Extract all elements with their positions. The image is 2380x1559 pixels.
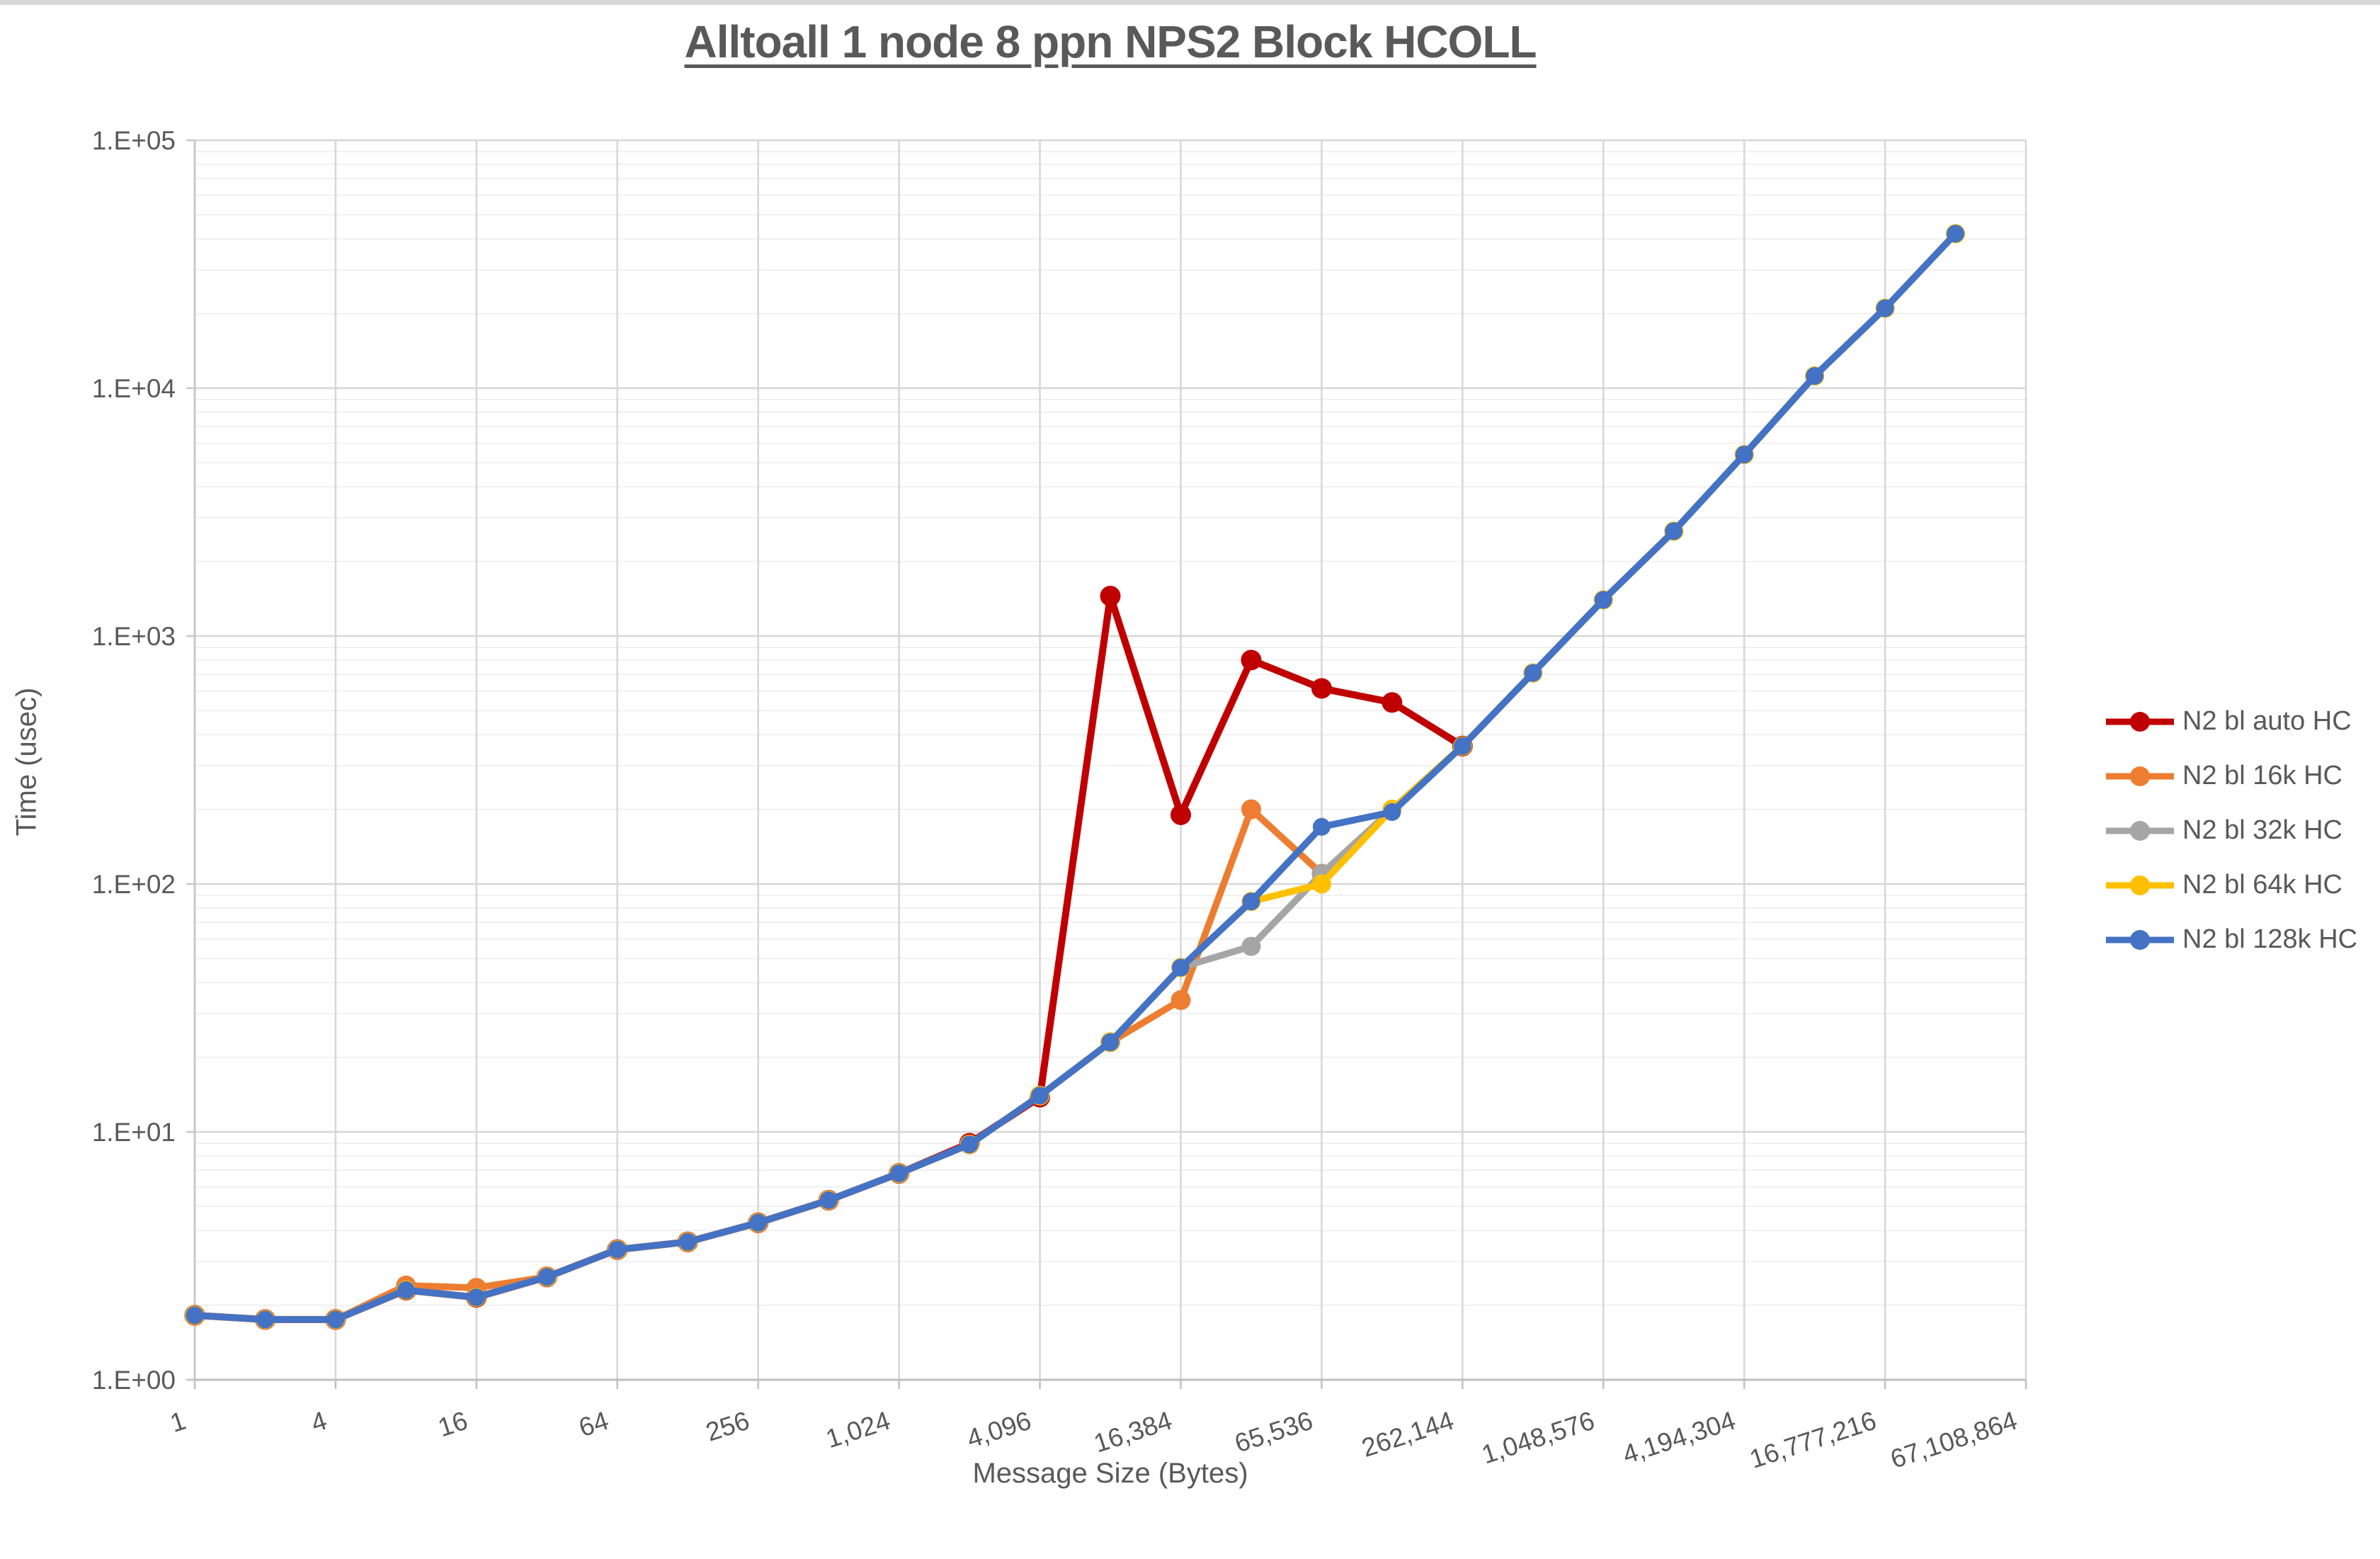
axes	[186, 139, 2027, 1389]
x-tick-label: 65,536	[1231, 1406, 1316, 1458]
x-axis-title: Message Size (Bytes)	[972, 1458, 1248, 1489]
x-tick-label: 1,024	[822, 1406, 894, 1454]
data-point	[678, 1232, 697, 1251]
x-tick-label: 262,144	[1358, 1406, 1457, 1463]
legend-dot	[2130, 711, 2150, 732]
data-point	[1171, 990, 1191, 1010]
data-point	[467, 1288, 486, 1307]
x-tick-label: 64	[575, 1406, 612, 1443]
x-tick-label: 1,048,576	[1478, 1406, 1598, 1470]
legend-dot	[2130, 766, 2150, 786]
y-tick-label: 1.E+02	[92, 870, 176, 899]
data-point	[608, 1240, 627, 1259]
data-point	[1312, 817, 1331, 836]
data-point	[1947, 225, 1964, 243]
window-top-edge	[0, 0, 2380, 5]
series-n2-bl-64k-hc	[185, 224, 1965, 1330]
legend-item-16k: N2 bl 16k HC	[2105, 749, 2357, 803]
y-tick-label: 1.E+04	[92, 374, 176, 403]
data-point	[890, 1164, 909, 1183]
major-horizontal-gridlines	[195, 139, 2026, 1381]
y-tick-label: 1.E+01	[92, 1118, 176, 1147]
x-tick-label: 256	[702, 1406, 753, 1447]
x-tick-label: 4,194,304	[1619, 1406, 1738, 1470]
series-n2-bl-32k-hc	[185, 224, 1965, 1330]
data-point	[749, 1213, 768, 1232]
data-point	[397, 1281, 415, 1299]
data-point	[1241, 936, 1261, 956]
data-point	[960, 1135, 979, 1154]
legend-dot	[2130, 875, 2150, 895]
chart-title: Alltoall 1 node 8 ppn NPS2 Block HCOLL	[684, 16, 1537, 67]
data-point	[1031, 1087, 1049, 1105]
legend-swatch-line-dot	[2106, 766, 2174, 786]
legend-dot	[2130, 929, 2150, 950]
legend-label: N2 bl 128k HC	[2182, 924, 2358, 954]
data-point	[1383, 803, 1401, 821]
x-tick-label: 16	[435, 1406, 472, 1443]
minor-gridlines	[195, 151, 2026, 1306]
y-tick-label: 1.E+05	[92, 126, 176, 155]
data-point	[1453, 737, 1471, 755]
major-vertical-gridlines	[193, 140, 2027, 1380]
data-point	[1311, 678, 1332, 699]
chart-legend: N2 bl auto HC N2 bl 16k HC N2 bl 32k HC …	[2105, 694, 2357, 967]
x-tick-label: 1	[166, 1406, 189, 1438]
data-point	[1172, 958, 1190, 977]
legend-swatch-line-dot	[2106, 929, 2174, 950]
data-point	[1665, 522, 1683, 540]
data-point	[1241, 799, 1261, 820]
y-tick-label: 1.E+03	[92, 622, 176, 651]
x-tick-label: 4	[307, 1406, 330, 1438]
legend-item-32k: N2 bl 32k HC	[2105, 803, 2357, 858]
y-tick-labels: 1.E+00 1.E+01 1.E+02 1.E+03 1.E+04 1.E+05	[92, 126, 176, 1395]
legend-label: N2 bl 16k HC	[2182, 761, 2342, 790]
legend-item-auto: N2 bl auto HC	[2105, 694, 2357, 749]
legend-swatch-line-dot	[2106, 820, 2174, 841]
legend-swatch-line-dot	[2106, 711, 2174, 732]
x-tick-label: 16,777,216	[1746, 1406, 1880, 1474]
x-tick-label: 16,384	[1091, 1406, 1175, 1458]
legend-label: N2 bl 32k HC	[2182, 815, 2342, 845]
data-point	[819, 1191, 838, 1209]
data-point	[186, 1306, 204, 1325]
data-point	[1171, 804, 1191, 825]
legend-item-128k: N2 bl 128k HC	[2105, 912, 2357, 967]
series-n2-bl-auto-hc	[184, 586, 1473, 1330]
data-point	[1524, 664, 1542, 682]
y-tick-label: 1.E+00	[92, 1366, 176, 1395]
x-tick-label: 4,096	[963, 1406, 1035, 1454]
data-point	[537, 1268, 556, 1286]
legend-swatch-line-dot	[2106, 875, 2174, 895]
data-point	[256, 1310, 274, 1329]
y-axis-title: Time (usec)	[11, 687, 42, 837]
x-tick-label: 67,108,864	[1887, 1406, 2021, 1474]
data-point	[1241, 650, 1262, 671]
data-point	[1594, 591, 1612, 609]
data-point	[1806, 367, 1824, 385]
data-point	[1311, 874, 1331, 894]
legend-dot	[2130, 820, 2150, 841]
data-point	[1242, 892, 1260, 911]
legend-label: N2 bl auto HC	[2182, 706, 2352, 736]
data-point	[1382, 692, 1403, 713]
data-point	[1101, 1033, 1120, 1051]
legend-label: N2 bl 64k HC	[2182, 870, 2342, 900]
series-n2-bl-128k-hc	[186, 225, 1964, 1329]
data-point	[1100, 586, 1121, 606]
data-point	[1876, 299, 1894, 317]
data-point	[1735, 446, 1753, 464]
data-point	[326, 1310, 345, 1329]
legend-item-64k: N2 bl 64k HC	[2105, 858, 2357, 912]
